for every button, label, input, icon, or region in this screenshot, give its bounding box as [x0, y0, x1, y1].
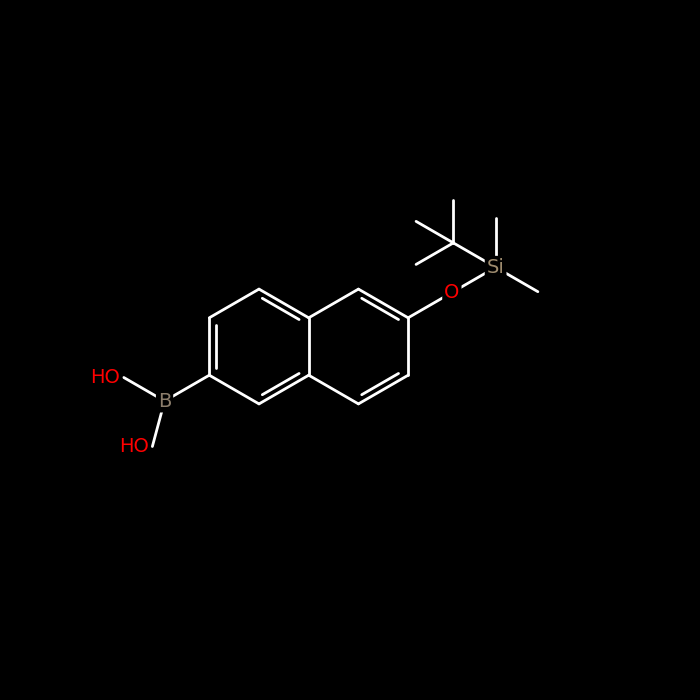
Text: Si: Si — [486, 258, 505, 277]
Text: O: O — [444, 283, 460, 302]
Text: B: B — [158, 391, 172, 410]
Text: HO: HO — [90, 368, 120, 387]
Text: HO: HO — [119, 437, 149, 456]
